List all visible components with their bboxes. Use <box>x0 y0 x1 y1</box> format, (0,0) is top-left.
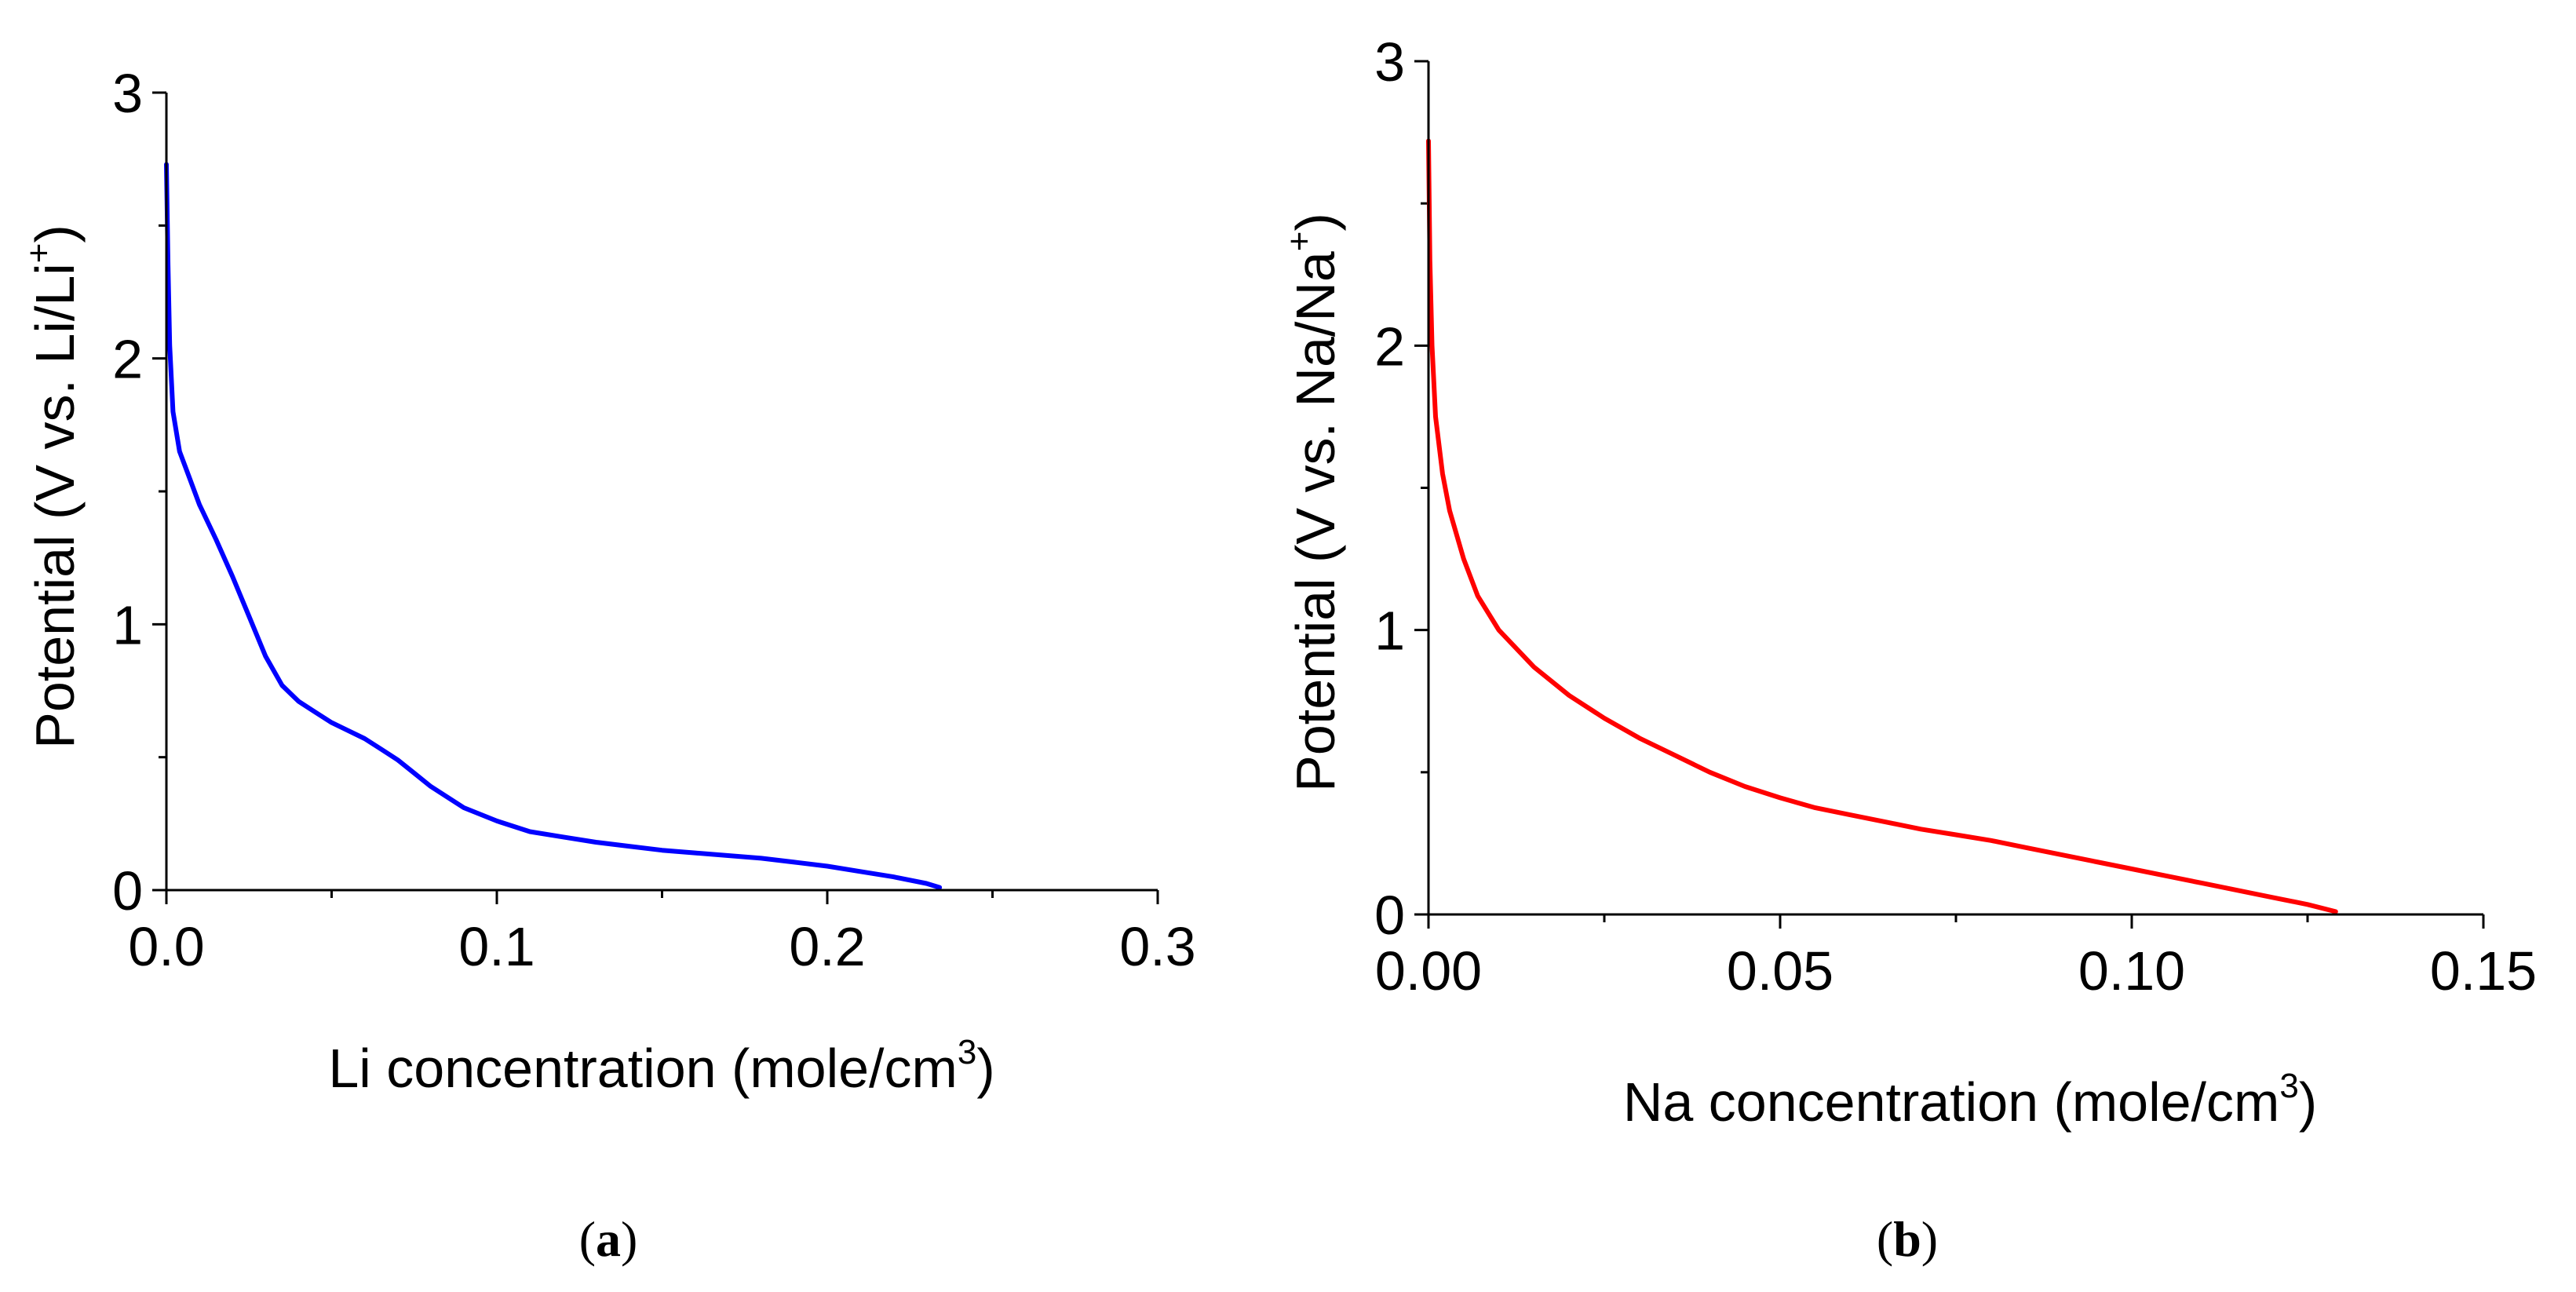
panel-b-caption: (b) <box>1877 1211 1938 1267</box>
panel-b-axes <box>1427 61 2483 916</box>
panel-a-y-tick-label: 0 <box>112 860 143 922</box>
panel-a-caption-close: ) <box>621 1211 637 1267</box>
panel-a: 0.0 0.1 0.2 0.3 0 1 2 3 Li concentration (mole/… <box>20 63 1196 1267</box>
panel-a-axes <box>165 93 1158 892</box>
panel-b-x-tick-label: 0.15 <box>2430 940 2537 1002</box>
panel-a-y-axis-title-text: Potential (V vs. Li/Li <box>24 263 86 749</box>
panel-a-caption: (a) <box>579 1211 638 1267</box>
panel-b-ticks <box>1414 60 2485 929</box>
panel-a-caption-label: a <box>596 1211 621 1267</box>
panel-b-x-axis-title: Na concentration (mole/cm3) <box>1623 1067 2317 1133</box>
panel-a-y-tick-label: 2 <box>112 329 143 390</box>
panel-b-x-axis-title-tail: ) <box>2299 1071 2317 1133</box>
panel-b-y-tick-label: 0 <box>1374 885 1405 946</box>
panel-b-x-tick-label: 0.10 <box>2078 940 2185 1002</box>
panel-a-x-tick-label: 0.3 <box>1119 916 1195 977</box>
panel-b-caption-close: ) <box>1921 1211 1938 1267</box>
panel-b-y-tick-label: 1 <box>1374 600 1405 662</box>
panel-a-x-axis-title-tail: ) <box>976 1038 994 1099</box>
panel-b-y-tick-label: 2 <box>1374 316 1405 377</box>
panel-a-x-axis-title-text: Li concentration (mole/cm <box>328 1038 957 1099</box>
panel-a-y-tick-label: 3 <box>112 63 143 124</box>
panel-b-tick-labels: 0.00 0.05 0.10 0.15 0 1 2 3 <box>1374 31 2537 1002</box>
panel-b-y-axis-title-tail: ) <box>1285 213 1346 231</box>
panel-a-x-tick-label: 0.0 <box>128 916 204 977</box>
panel-a-y-tick-label: 1 <box>112 594 143 655</box>
panel-b-y-axis-title-sup: + <box>1280 231 1319 251</box>
panel-a-tick-labels: 0.0 0.1 0.2 0.3 0 1 2 3 <box>112 63 1196 977</box>
panel-b: 0.00 0.05 0.10 0.15 0 1 2 3 Na concentration (m… <box>1280 31 2537 1267</box>
panel-a-y-axis-title: Potential (V vs. Li/Li+) <box>20 224 86 749</box>
panel-a-x-axis-title: Li concentration (mole/cm3) <box>328 1033 994 1099</box>
panel-a-x-tick-label: 0.2 <box>789 916 865 977</box>
panel-a-plot <box>164 162 943 890</box>
panel-a-x-tick-label: 0.1 <box>458 916 535 977</box>
panel-b-plot <box>1426 138 2338 914</box>
panel-b-caption-label: b <box>1893 1211 1921 1267</box>
panel-b-x-axis-title-text: Na concentration (mole/cm <box>1623 1071 2279 1133</box>
panel-b-y-axis-title: Potential (V vs. Na/Na+) <box>1280 213 1346 792</box>
panel-a-series-li-line <box>164 162 943 890</box>
panel-a-caption-open: ( <box>579 1211 596 1267</box>
panel-b-y-tick-label: 3 <box>1374 31 1405 93</box>
panel-b-series-na-line <box>1426 138 2338 914</box>
panel-b-x-tick-label: 0.00 <box>1375 940 1482 1002</box>
panel-b-caption-open: ( <box>1877 1211 1893 1267</box>
panel-a-y-axis-title-tail: ) <box>24 224 86 243</box>
panel-a-x-axis-title-sup: 3 <box>958 1033 976 1071</box>
panel-a-ticks <box>152 91 1159 904</box>
panel-b-x-axis-title-sup: 3 <box>2279 1067 2298 1105</box>
panel-b-y-axis-title-text: Potential (V vs. Na/Na <box>1285 251 1346 792</box>
panel-b-x-tick-label: 0.05 <box>1727 940 1833 1002</box>
panel-a-y-axis-title-sup: + <box>20 243 58 263</box>
